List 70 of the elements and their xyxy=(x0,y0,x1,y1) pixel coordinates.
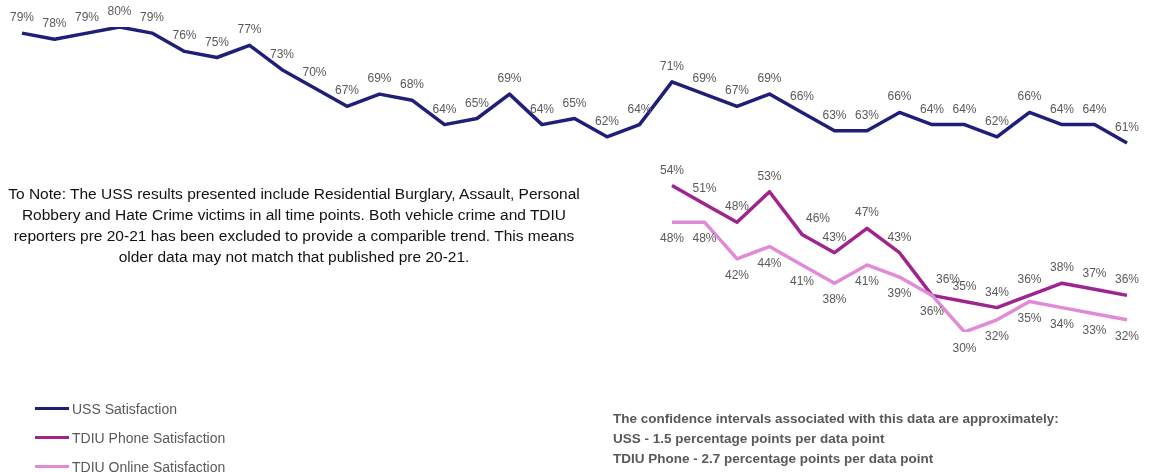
legend-label: TDIU Online Satisfaction xyxy=(72,458,226,472)
data-label: 75% xyxy=(204,34,230,49)
data-label: 67% xyxy=(724,83,750,98)
text: The confidence intervals associated with this data are approximately: xyxy=(613,410,1060,428)
legend-label: USS Satisfaction xyxy=(72,400,178,417)
data-label: 46% xyxy=(805,211,831,226)
data-label: 64% xyxy=(919,101,945,116)
data-label: 63% xyxy=(822,107,847,122)
data-label: 65% xyxy=(562,95,587,110)
data-label: 34% xyxy=(1049,316,1075,331)
data-label: 41% xyxy=(854,273,880,288)
data-label: 65% xyxy=(464,95,490,110)
data-label: 32% xyxy=(1114,328,1140,343)
data-label: 35% xyxy=(1017,310,1042,325)
data-label: 69% xyxy=(367,71,392,86)
data-label: 79% xyxy=(9,10,35,25)
data-label: 43% xyxy=(887,229,912,244)
data-label: 37% xyxy=(1082,266,1107,281)
data-label: 66% xyxy=(789,89,815,104)
data-label: 66% xyxy=(887,89,912,104)
data-label: 38% xyxy=(1049,260,1075,275)
data-label: 36% xyxy=(1017,272,1042,287)
data-label: 64% xyxy=(1082,101,1107,116)
data-label: 69% xyxy=(692,71,717,86)
data-label: 73% xyxy=(269,46,295,61)
data-label: 43% xyxy=(822,229,847,244)
data-label: 41% xyxy=(789,273,815,288)
text: USS - 1.5 percentage points per data point xyxy=(613,430,886,448)
data-label: 64% xyxy=(432,101,457,116)
data-label: 53% xyxy=(757,168,782,183)
data-label: 62% xyxy=(594,113,620,128)
data-label: 48% xyxy=(724,199,750,214)
data-label: 77% xyxy=(237,22,262,37)
data-label: 79% xyxy=(139,10,165,25)
data-label: 39% xyxy=(887,286,912,301)
data-label: 64% xyxy=(627,101,652,116)
data-label: 79% xyxy=(74,10,100,25)
data-label: 32% xyxy=(984,328,1010,343)
data-label: 44% xyxy=(757,255,782,270)
data-label: 42% xyxy=(724,267,750,282)
data-label: 76% xyxy=(172,28,197,43)
data-label: 36% xyxy=(1114,272,1140,287)
data-label: 80% xyxy=(107,4,132,18)
data-label: 48% xyxy=(692,231,717,246)
data-label: 51% xyxy=(692,180,717,195)
data-label: 64% xyxy=(1049,101,1075,116)
data-label: 67% xyxy=(334,83,360,98)
data-label: 70% xyxy=(302,65,327,79)
data-label: 34% xyxy=(984,284,1010,299)
data-label: 69% xyxy=(497,71,522,86)
annotation: To Note: The USS results presented include Residential Burglary, Assault, Personal Robbery and Hate Crime victims in all time points. Both vehicle crime and TDIU reporters pre 20-21 has been excluded to provide a comparible trend. This means older data may not match that published pre 20-21. xyxy=(7,184,581,267)
text: TDIU Phone - 2.7 percentage points per data point xyxy=(613,450,935,468)
data-label: 54% xyxy=(659,162,685,177)
data-label: 64% xyxy=(529,101,555,116)
data-label: 68% xyxy=(399,77,425,92)
legend-label: TDIU Phone Satisfaction xyxy=(72,429,226,446)
data-label: 33% xyxy=(1082,322,1107,337)
data-label: 64% xyxy=(952,101,977,116)
data-label: 61% xyxy=(1114,119,1140,134)
data-label: 78% xyxy=(42,16,67,31)
data-label: 47% xyxy=(854,205,880,220)
data-label: 30% xyxy=(952,341,977,355)
data-label: 62% xyxy=(984,113,1010,128)
data-label: 36% xyxy=(919,304,945,319)
data-label: 48% xyxy=(659,231,685,246)
data-label: 69% xyxy=(757,71,782,86)
data-label: 38% xyxy=(822,292,847,307)
data-label: 63% xyxy=(854,107,880,122)
data-label: 66% xyxy=(1017,89,1042,104)
data-label: 71% xyxy=(659,58,685,73)
